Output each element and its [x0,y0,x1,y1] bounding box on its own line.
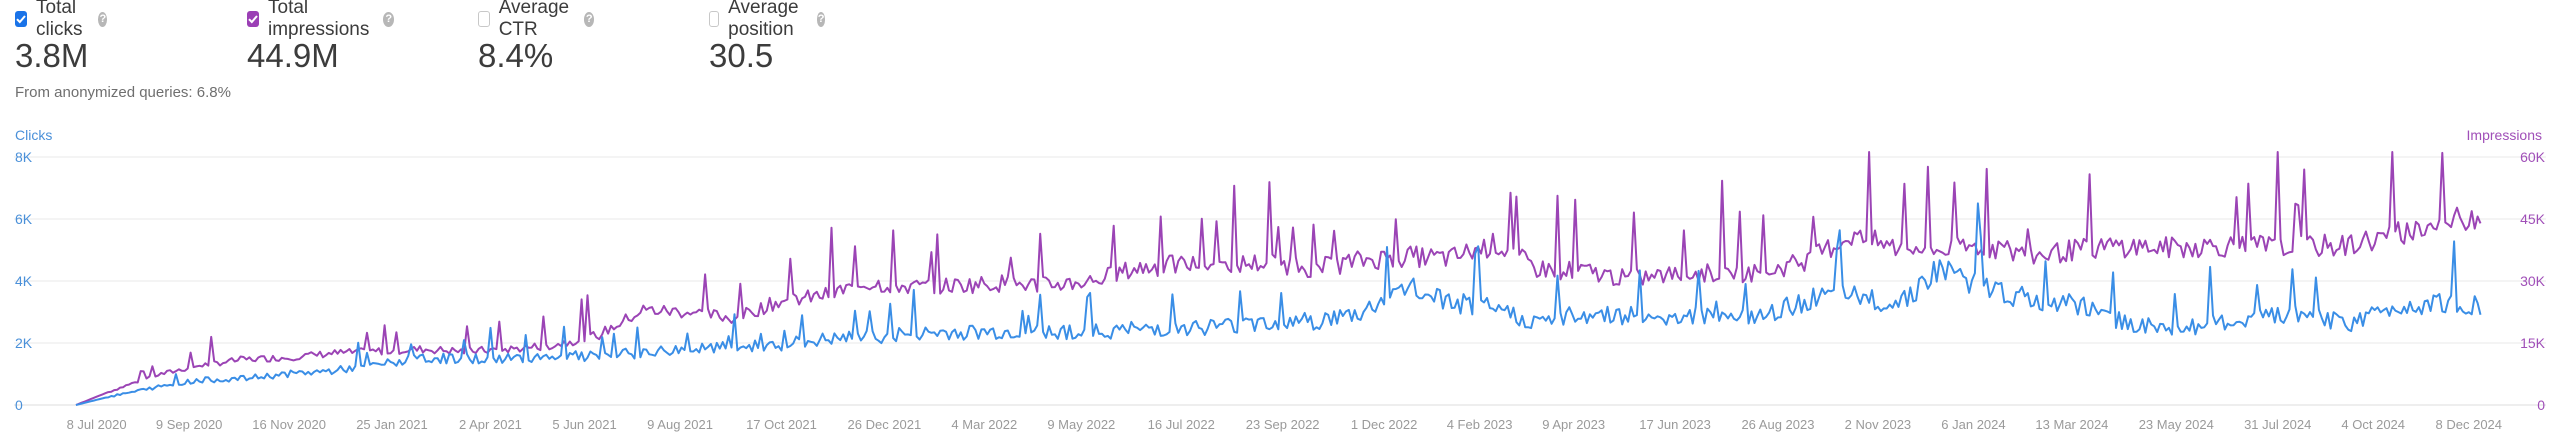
x-tick-label: 5 Jun 2021 [552,417,616,432]
impressions-line[interactable] [75,151,2482,406]
right-tick-label: 0 [2537,397,2545,413]
total-impressions-label: Total impressions [268,0,370,40]
anonymized-queries-note: From anonymized queries: 6.8% [15,84,231,101]
average-position-label: Average position [728,0,799,40]
x-tick-label: 2 Apr 2021 [459,417,522,432]
x-tick-label: 8 Dec 2024 [2436,417,2503,432]
help-icon[interactable]: ? [383,11,395,27]
metric-average-ctr[interactable]: Average CTR ? 8.4% [478,0,595,76]
total-clicks-value: 3.8M [15,37,89,74]
average-ctr-label: Average CTR [498,0,570,40]
x-tick-label: 16 Jul 2022 [1148,417,1215,432]
right-tick-label: 30K [2520,273,2546,289]
x-tick-label: 13 Mar 2024 [2035,417,2108,432]
left-tick-label: 8K [15,149,33,165]
average-position-checkbox[interactable] [709,11,720,27]
x-tick-label: 4 Oct 2024 [2341,417,2405,432]
x-tick-label: 25 Jan 2021 [356,417,428,432]
metric-total-impressions[interactable]: Total impressions ? 44.9M [247,0,395,76]
x-tick-label: 9 May 2022 [1047,417,1115,432]
x-tick-label: 2 Nov 2023 [1845,417,1912,432]
check-icon [16,15,26,24]
average-ctr-value: 8.4% [478,37,554,74]
help-icon[interactable]: ? [98,11,108,27]
check-icon [248,15,258,24]
total-clicks-checkbox[interactable] [15,11,27,27]
clicks-line[interactable] [75,202,2482,406]
x-tick-label: 4 Mar 2022 [951,417,1017,432]
right-axis-title: Impressions [2466,127,2542,143]
x-tick-label: 23 Sep 2022 [1246,417,1320,432]
total-clicks-label: Total clicks [36,0,83,40]
metric-total-clicks[interactable]: Total clicks ? 3.8M [15,0,108,76]
x-tick-label: 31 Jul 2024 [2244,417,2311,432]
x-tick-label: 23 May 2024 [2139,417,2214,432]
left-tick-label: 4K [15,273,33,289]
help-icon[interactable]: ? [816,11,826,27]
x-tick-label: 9 Aug 2021 [647,417,713,432]
x-tick-label: 4 Feb 2023 [1447,417,1513,432]
x-tick-label: 1 Dec 2022 [1351,417,1418,432]
x-tick-label: 17 Jun 2023 [1639,417,1711,432]
help-icon[interactable]: ? [584,11,595,27]
x-tick-label: 17 Oct 2021 [746,417,817,432]
left-tick-label: 2K [15,335,33,351]
left-tick-label: 6K [15,211,33,227]
left-tick-label: 0 [15,397,23,413]
right-tick-label: 60K [2520,149,2546,165]
average-ctr-checkbox[interactable] [478,11,490,27]
total-impressions-checkbox[interactable] [247,11,259,27]
average-position-value: 30.5 [709,37,774,74]
right-tick-label: 45K [2520,211,2546,227]
x-tick-label: 8 Jul 2020 [67,417,127,432]
x-tick-label: 9 Apr 2023 [1542,417,1605,432]
x-tick-label: 16 Nov 2020 [252,417,326,432]
metric-average-position[interactable]: Average position ? 30.5 [709,0,826,76]
left-axis-title: Clicks [15,127,53,143]
x-tick-label: 26 Aug 2023 [1741,417,1814,432]
x-tick-label: 9 Sep 2020 [156,417,223,432]
x-tick-label: 6 Jan 2024 [1941,417,2005,432]
total-impressions-value: 44.9M [247,37,339,74]
x-tick-label: 26 Dec 2021 [848,417,922,432]
right-tick-label: 15K [2520,335,2546,351]
